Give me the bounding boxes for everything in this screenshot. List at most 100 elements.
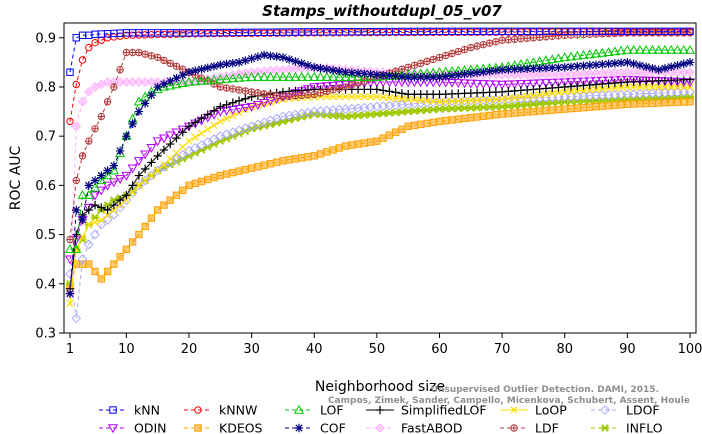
data-point-ldf — [291, 92, 300, 100]
data-point-lof — [565, 51, 577, 61]
data-point-lof — [334, 71, 345, 81]
data-point-loop — [216, 117, 224, 126]
data-point-kdeos — [510, 109, 519, 117]
data-point-cof — [103, 166, 112, 175]
data-point-loop — [348, 93, 356, 101]
data-point-kdeos — [523, 108, 531, 116]
data-point-loop — [185, 137, 193, 145]
legend-marker-knnw — [194, 406, 202, 414]
data-point-lof — [240, 72, 251, 82]
data-point-kdeos — [504, 109, 513, 118]
data-point-kdeos — [310, 152, 318, 160]
data-point-cof — [667, 62, 676, 71]
data-point-cof — [72, 205, 81, 215]
plot-series — [64, 27, 696, 324]
data-point-kdeos — [460, 114, 469, 123]
data-point-lof — [609, 46, 620, 56]
data-point-kdeos — [366, 138, 375, 146]
chart-title: Stamps_withoutdupl_05_v07 — [262, 2, 502, 20]
data-point-cof — [140, 99, 150, 108]
data-point-cof — [216, 60, 225, 70]
data-point-lof — [290, 71, 301, 81]
data-point-ldf — [504, 36, 513, 44]
data-point-lof — [202, 75, 213, 85]
series-kdeos — [66, 98, 694, 293]
data-point-kdeos — [103, 267, 112, 276]
data-point-kdeos — [398, 125, 406, 133]
data-point-kdeos — [410, 121, 419, 130]
legend-marker-ldf — [510, 424, 518, 432]
data-point-ldof — [140, 175, 151, 186]
data-point-lof — [190, 76, 201, 86]
data-point-kdeos — [166, 196, 174, 204]
data-point-odin — [515, 80, 526, 89]
data-point-ldf — [498, 36, 506, 44]
data-point-kdeos — [210, 173, 218, 182]
data-point-ldof — [209, 134, 219, 145]
data-point-loop — [667, 83, 675, 91]
data-point-odin — [127, 164, 138, 174]
y-tick-label: 0.5 — [35, 228, 56, 243]
data-point-kdeos — [673, 98, 682, 106]
data-point-fastabod — [685, 67, 695, 78]
data-point-lof — [572, 50, 583, 60]
data-point-knn — [66, 68, 74, 76]
data-point-odin — [503, 80, 514, 90]
data-point-odin — [459, 79, 470, 89]
data-point-ldf — [279, 93, 287, 101]
data-point-loop — [154, 166, 162, 175]
data-point-cof — [522, 64, 532, 73]
data-point-loop — [498, 95, 506, 103]
data-point-loop — [435, 98, 444, 106]
legend-marker-simplifiedlof — [375, 405, 385, 415]
data-point-cof — [585, 61, 594, 70]
data-point-ldf — [116, 66, 124, 74]
data-point-cof — [548, 63, 557, 72]
data-point-loop — [423, 97, 431, 105]
data-point-cof — [441, 72, 450, 81]
y-tick-label: 0.9 — [35, 31, 56, 46]
data-point-knnw — [78, 56, 87, 64]
legend-item-loop: LoOP — [500, 403, 567, 418]
data-point-cof — [629, 59, 638, 69]
data-point-ldf — [523, 34, 531, 42]
data-point-cof — [197, 65, 206, 74]
data-point-simplifiedlof — [109, 200, 119, 210]
data-point-ldf — [479, 41, 488, 49]
data-point-simplifiedlof — [115, 195, 125, 205]
data-point-kdeos — [379, 134, 387, 142]
data-point-ldf — [429, 55, 437, 64]
data-point-simplifiedlof — [159, 145, 169, 155]
legend-label-kdeos: KDEOS — [219, 421, 263, 434]
legend-label-lof: LOF — [320, 403, 344, 418]
data-point-kdeos — [91, 267, 99, 276]
data-point-odin — [465, 79, 476, 89]
y-tick-label: 0.6 — [35, 179, 56, 194]
data-point-odin — [315, 82, 326, 92]
data-point-lof — [71, 244, 82, 254]
data-point-cof — [566, 62, 576, 71]
data-point-cof — [429, 72, 438, 82]
data-point-cof — [554, 63, 563, 72]
data-point-lof — [553, 53, 564, 63]
data-point-cof — [466, 69, 476, 78]
data-point-loop — [160, 161, 168, 169]
data-point-kdeos — [135, 230, 143, 239]
data-point-kdeos — [498, 110, 506, 118]
data-point-loop — [191, 133, 199, 141]
legend-marker-loop — [510, 406, 518, 414]
data-point-odin — [534, 79, 545, 89]
data-point-ldf — [85, 137, 93, 145]
data-point-cof — [497, 65, 507, 74]
data-point-loop — [473, 96, 481, 104]
data-point-ldf — [272, 92, 281, 100]
x-tick-label: 10 — [118, 342, 135, 357]
legend-marker-knn — [109, 406, 117, 414]
data-point-kdeos — [354, 140, 362, 148]
data-point-simplifiedlof — [191, 118, 200, 127]
data-point-lof — [208, 74, 220, 84]
data-point-simplifiedlof — [128, 181, 137, 190]
series-line-inflo — [69, 96, 691, 284]
data-point-cof — [172, 73, 181, 83]
data-point-cof — [153, 82, 162, 92]
